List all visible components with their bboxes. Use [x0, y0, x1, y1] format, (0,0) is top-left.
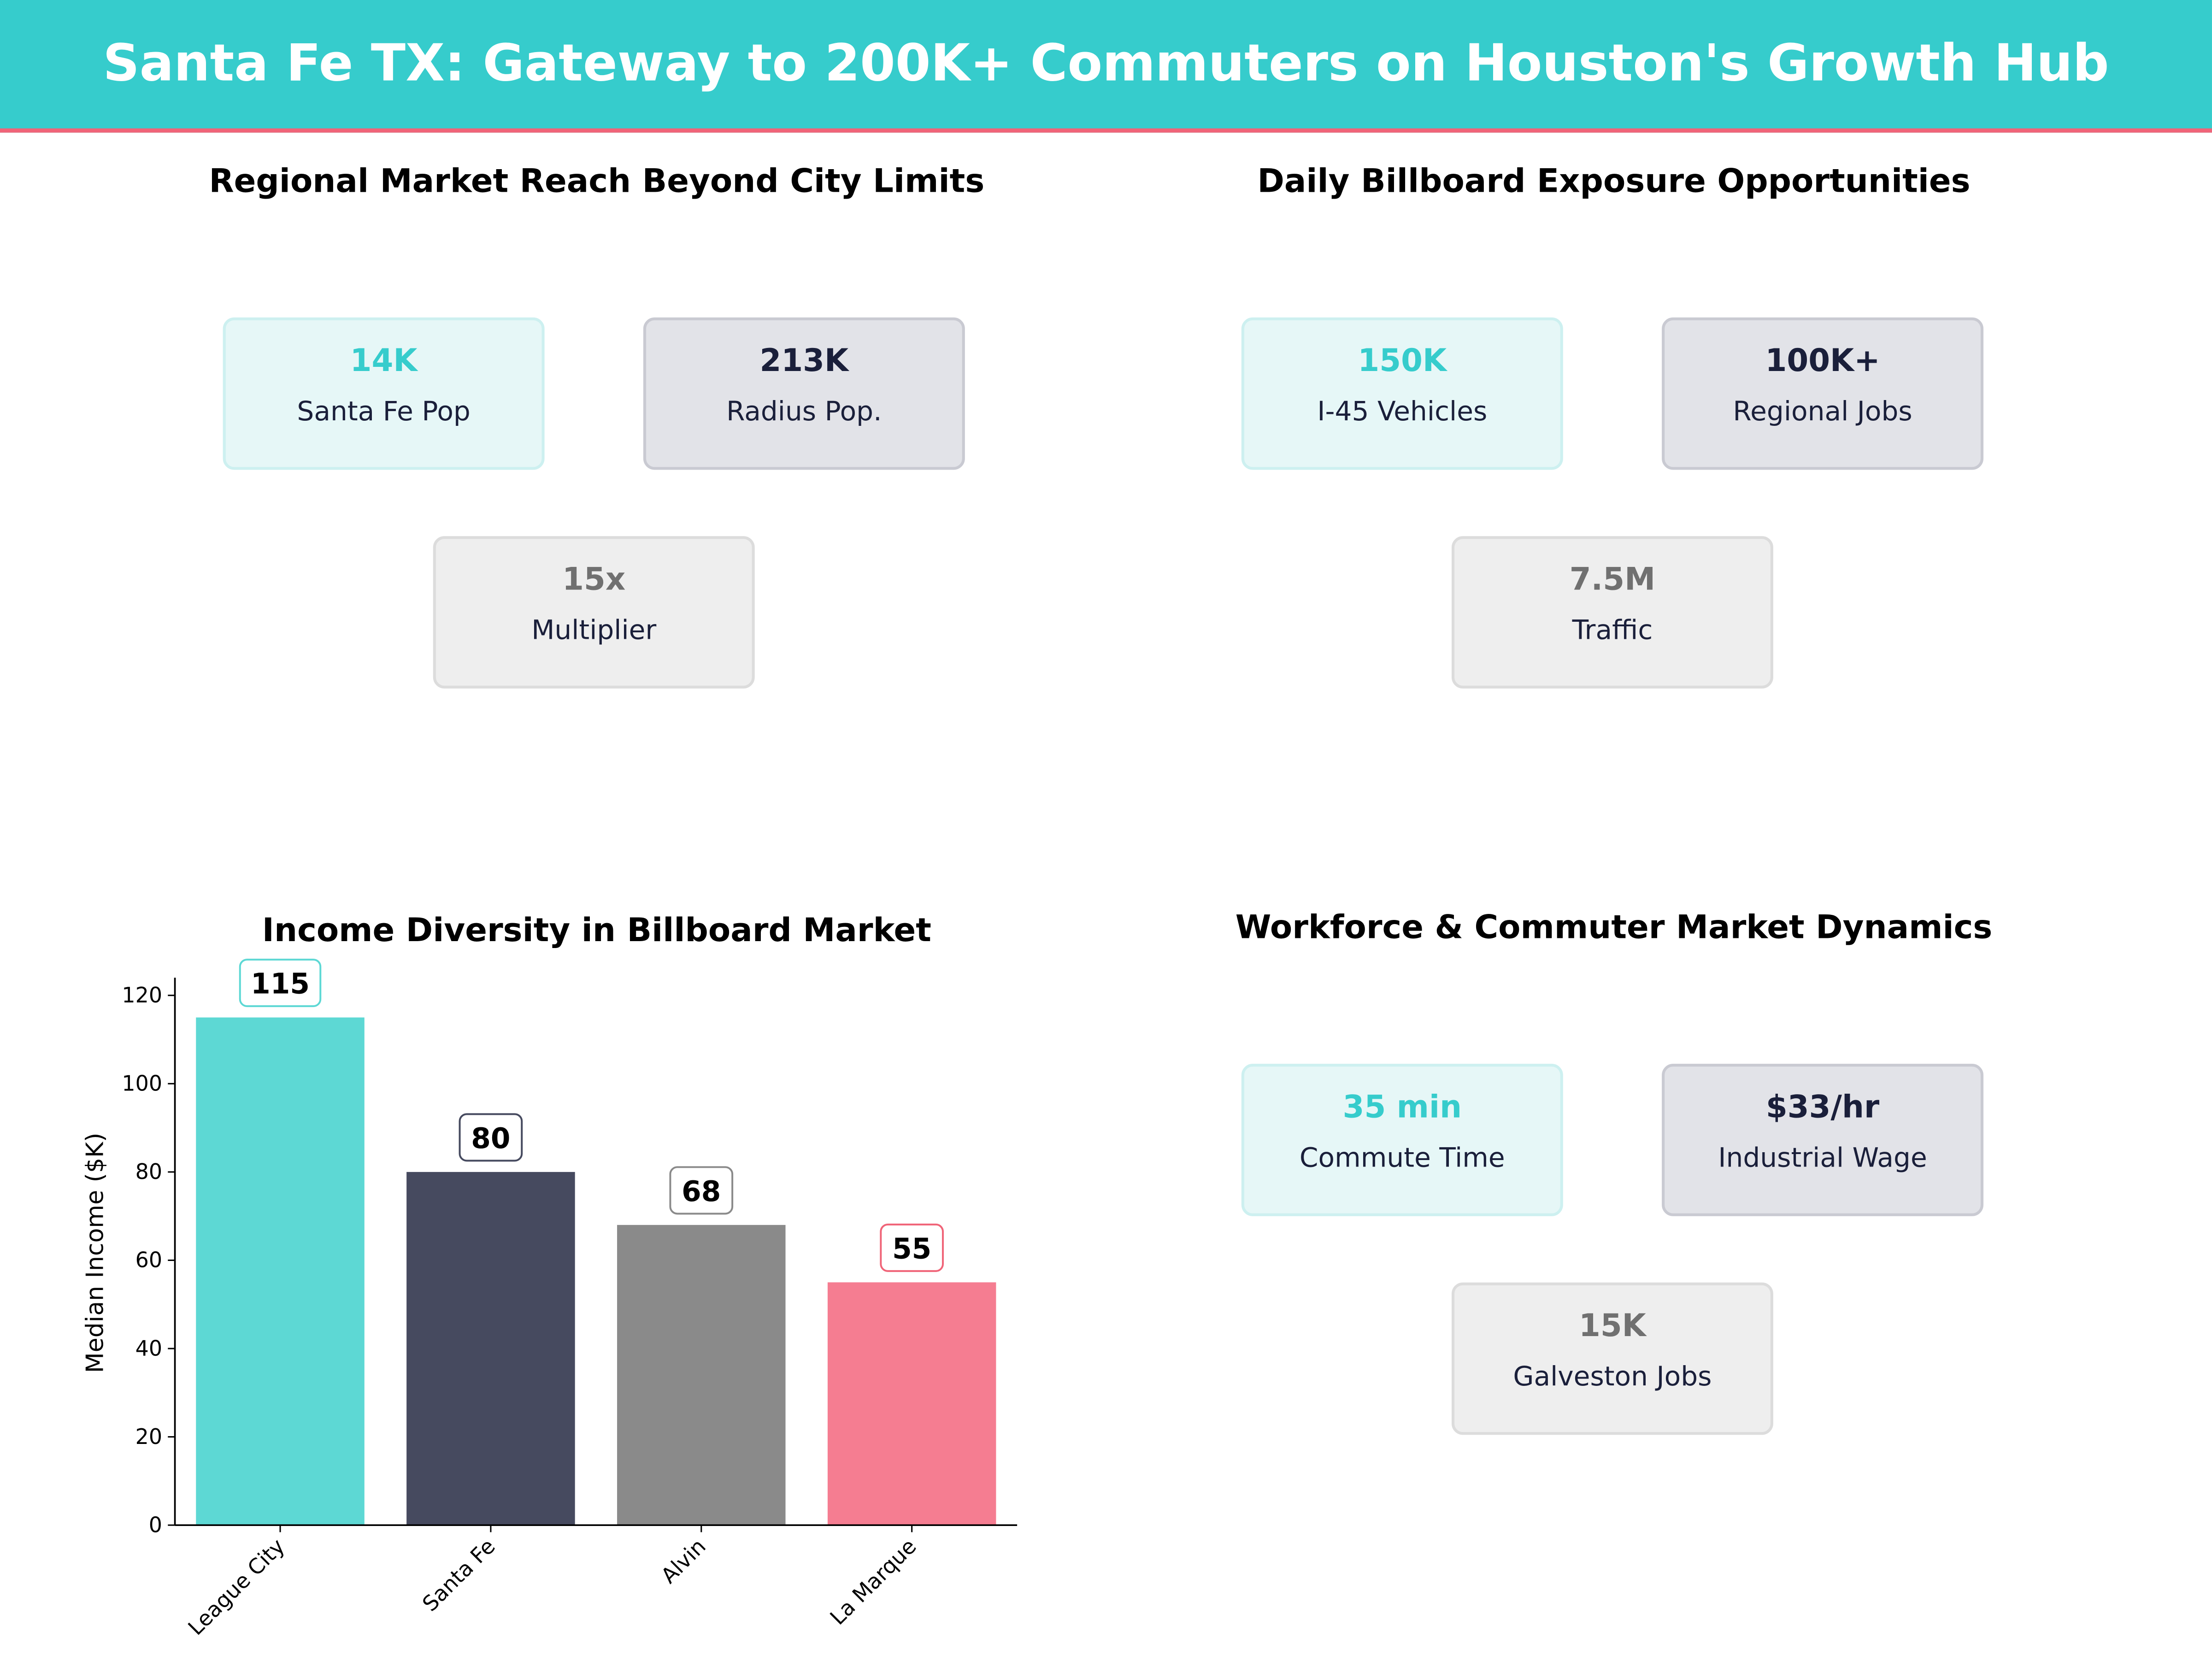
stat-card: $33/hr Industrial Wage — [1662, 1064, 1984, 1216]
x-tick-label: La Marque — [825, 1534, 921, 1630]
stat-card: 213K Radius Pop. — [643, 317, 965, 470]
y-tick-label: 0 — [149, 1512, 162, 1537]
stat-card: 7.5M Traffic — [1451, 536, 1773, 689]
data-label-box — [459, 1113, 523, 1162]
stat-label: Regional Jobs — [1733, 396, 1912, 428]
stat-value: 7.5M — [1569, 563, 1656, 598]
stat-label: Santa Fe Pop — [297, 396, 471, 428]
y-tick-label: 80 — [135, 1159, 162, 1184]
bar — [617, 1225, 786, 1526]
bar — [406, 1172, 575, 1526]
data-label: 80 — [471, 1122, 510, 1155]
stat-value: $33/hr — [1765, 1090, 1880, 1126]
data-label-box — [239, 959, 322, 1007]
y-tick-label: 40 — [135, 1336, 162, 1361]
stat-card: 150K I-45 Vehicles — [1241, 317, 1563, 470]
y-tick-label: 20 — [135, 1424, 162, 1449]
stat-value: 213K — [759, 344, 849, 380]
data-label: 68 — [682, 1175, 721, 1208]
stat-label: Traffic — [1572, 615, 1653, 647]
y-axis-label: Median Income ($K) — [81, 1133, 109, 1373]
panel-title-workforce: Workforce & Commuter Market Dynamics — [1235, 910, 1993, 947]
bar — [827, 1282, 996, 1526]
stat-value: 15K — [1578, 1309, 1646, 1345]
y-tick-label: 120 — [122, 983, 162, 1007]
x-tick-label: League City — [183, 1534, 289, 1640]
page-title: Santa Fe TX: Gateway to 200K+ Commuters … — [103, 35, 2109, 94]
header-banner: Santa Fe TX: Gateway to 200K+ Commuters … — [0, 0, 2212, 133]
data-label-box — [880, 1223, 944, 1272]
data-label-box — [669, 1166, 734, 1215]
y-tick-label: 60 — [135, 1248, 162, 1273]
x-tick-label: Santa Fe — [418, 1534, 500, 1616]
income-bar-chart: Income Diversity in Billboard Market Med… — [81, 911, 1018, 1640]
stat-card: 15K Galveston Jobs — [1451, 1282, 1773, 1435]
stat-label: I-45 Vehicles — [1317, 396, 1488, 428]
y-tick-label: 100 — [122, 1071, 162, 1096]
stat-label: Galveston Jobs — [1513, 1361, 1712, 1393]
stat-label: Radius Pop. — [726, 396, 882, 428]
stat-card: 35 min Commute Time — [1241, 1064, 1563, 1216]
panel-title-market-reach: Regional Market Reach Beyond City Limits — [209, 164, 985, 200]
stat-card: 100K+ Regional Jobs — [1662, 317, 1984, 470]
data-label: 115 — [251, 968, 310, 1001]
data-label: 55 — [892, 1232, 931, 1265]
stat-label: Industrial Wage — [1718, 1143, 1927, 1174]
bar — [196, 1017, 365, 1526]
stat-value: 14K — [350, 344, 418, 380]
panel-title-billboard-exposure: Daily Billboard Exposure Opportunities — [1257, 164, 1971, 200]
chart-title: Income Diversity in Billboard Market — [262, 911, 931, 949]
x-tick-label: Alvin — [656, 1534, 711, 1588]
stat-value: 150K — [1358, 344, 1447, 380]
stat-value: 100K+ — [1765, 344, 1880, 380]
stat-card: 15x Multiplier — [433, 536, 755, 689]
stat-value: 35 min — [1342, 1090, 1462, 1126]
stat-card: 14K Santa Fe Pop — [223, 317, 545, 470]
stat-value: 15x — [562, 563, 626, 598]
stat-label: Commute Time — [1299, 1143, 1505, 1174]
stat-label: Multiplier — [531, 615, 657, 647]
